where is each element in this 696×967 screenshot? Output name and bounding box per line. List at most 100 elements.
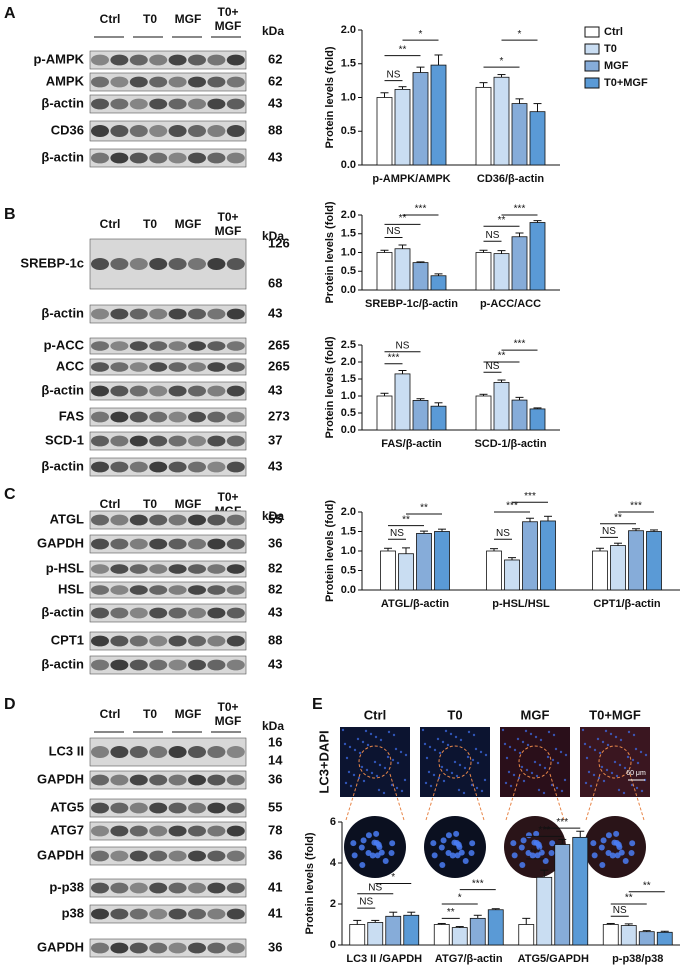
nucleus — [425, 756, 429, 760]
nucleus — [533, 830, 540, 837]
blot-band — [91, 538, 109, 550]
y-tick-label: 1.5 — [341, 373, 356, 385]
nucleus — [475, 786, 479, 790]
blot-band — [129, 850, 148, 862]
blot-band — [168, 882, 187, 894]
kda-label: 14 — [268, 752, 283, 767]
y-tick-label: 1.0 — [341, 91, 356, 103]
blot-band — [168, 362, 187, 372]
lane-label: T0 — [143, 497, 157, 511]
blot-band — [188, 746, 206, 758]
nucleus — [390, 783, 394, 787]
nucleus — [356, 737, 360, 741]
blot-background — [89, 148, 247, 168]
nucleus — [476, 761, 480, 765]
bar — [529, 408, 546, 431]
blot-band — [168, 942, 187, 954]
nucleus — [604, 729, 608, 733]
nucleus — [400, 789, 404, 793]
nucleus — [615, 774, 619, 778]
nucleus — [613, 830, 620, 837]
significance-label: ** — [498, 351, 506, 362]
bar — [504, 559, 520, 591]
blot-label: β-actin — [41, 149, 84, 164]
kda-label: 62 — [268, 73, 282, 88]
bar — [493, 76, 510, 166]
blot-band — [110, 461, 129, 473]
x-tick-label: ATG5/GAPDH — [518, 953, 589, 965]
blot-band — [110, 76, 129, 88]
y-tick-label: 0.0 — [341, 159, 356, 171]
blot-band — [168, 341, 187, 351]
blot-band — [91, 98, 109, 110]
image-title: MGF — [521, 707, 550, 722]
bar — [628, 530, 644, 591]
y-tick-label: 6 — [330, 816, 336, 828]
blot-band — [91, 461, 109, 473]
nucleus — [386, 755, 390, 759]
nucleus — [636, 761, 640, 765]
bar — [367, 922, 384, 946]
blot-band — [110, 258, 129, 270]
blot-background — [89, 581, 247, 599]
nucleus — [399, 750, 403, 754]
bar — [394, 89, 411, 166]
blot-band — [226, 152, 245, 164]
nucleus — [537, 788, 541, 792]
bar — [646, 531, 662, 591]
bar — [412, 262, 429, 291]
nucleus — [391, 758, 395, 762]
nucleus — [437, 776, 441, 780]
kda-label: 16 — [268, 734, 282, 749]
y-tick-label: 2.0 — [341, 506, 356, 518]
blot-band — [207, 538, 226, 550]
blot-background — [89, 655, 247, 675]
blot-band — [168, 54, 187, 66]
blot-band — [226, 607, 245, 619]
blot-band — [91, 774, 109, 786]
nucleus — [513, 748, 517, 752]
blot-band — [207, 882, 226, 894]
blot-band — [207, 942, 226, 954]
y-tick-label: 2.5 — [341, 339, 356, 351]
lane-label: Ctrl — [100, 217, 121, 231]
significance-label: NS — [496, 528, 510, 539]
blot-background — [89, 337, 247, 355]
significance-label: ** — [402, 514, 410, 525]
blot-band — [188, 538, 206, 550]
blot-band — [226, 942, 245, 954]
nucleus — [529, 732, 533, 736]
blot-band — [207, 125, 226, 137]
nucleus — [403, 778, 407, 782]
blot-band — [110, 435, 129, 447]
blot-label: CD36 — [51, 122, 84, 137]
bar — [430, 64, 447, 166]
panel-letter: E — [312, 696, 323, 713]
kda-label: 265 — [268, 358, 290, 373]
blot-band — [168, 308, 187, 320]
nucleus — [395, 786, 399, 790]
blot-label: HSL — [58, 581, 84, 596]
blot-band — [91, 802, 109, 814]
nucleus — [462, 791, 466, 795]
nucleus — [518, 844, 525, 851]
nucleus — [598, 844, 605, 851]
nucleus — [605, 832, 612, 839]
blot-band — [226, 385, 245, 397]
bar — [385, 915, 402, 946]
blot-band — [110, 538, 129, 550]
significance-label: ** — [643, 880, 651, 891]
nucleus — [617, 788, 621, 792]
blot-band — [91, 54, 109, 66]
y-tick-label: 0.0 — [341, 284, 356, 296]
blot-band — [129, 538, 148, 550]
nucleus — [530, 771, 534, 775]
y-tick-label: 0.5 — [341, 265, 356, 277]
blot-band — [188, 98, 206, 110]
blot-band — [129, 125, 148, 137]
significance-label: * — [500, 56, 504, 67]
y-tick-label: 4 — [330, 857, 337, 869]
x-tick-label: SCD-1/β-actin — [474, 438, 546, 450]
significance-label: NS — [390, 528, 404, 539]
significance-label: ** — [498, 215, 506, 226]
